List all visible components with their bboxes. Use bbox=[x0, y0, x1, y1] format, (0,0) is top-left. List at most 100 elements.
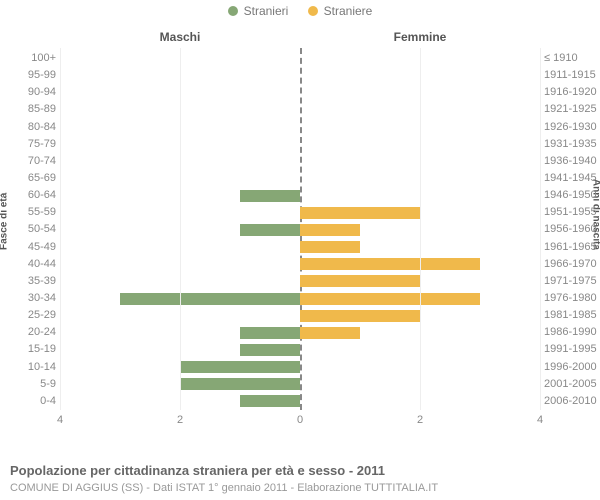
x-tick-label: 0 bbox=[297, 414, 303, 426]
y-label-birth: 1956-1960 bbox=[544, 221, 597, 238]
bar-female bbox=[300, 310, 420, 322]
x-axis: 4 2 0 2 4 bbox=[60, 410, 540, 430]
data-row bbox=[60, 187, 540, 204]
legend-item-male: Stranieri bbox=[228, 4, 289, 18]
data-row bbox=[60, 136, 540, 153]
y-label-birth: 2006-2010 bbox=[544, 393, 597, 410]
y-label-age: 45-49 bbox=[28, 239, 56, 256]
y-label-birth: 2001-2005 bbox=[544, 376, 597, 393]
bar-male bbox=[180, 361, 300, 373]
bar-female bbox=[300, 293, 480, 305]
y-label-age: 85-89 bbox=[28, 101, 56, 118]
bar-male bbox=[120, 293, 300, 305]
legend-dot-female bbox=[308, 6, 318, 16]
data-row bbox=[60, 307, 540, 324]
legend: Stranieri Straniere bbox=[0, 4, 600, 19]
y-label-age: 55-59 bbox=[28, 204, 56, 221]
legend-label-female: Straniere bbox=[324, 4, 373, 18]
data-row bbox=[60, 221, 540, 238]
y-label-birth: 1941-1945 bbox=[544, 170, 597, 187]
data-row bbox=[60, 119, 540, 136]
bar-male bbox=[240, 224, 300, 236]
y-label-birth: 1921-1925 bbox=[544, 101, 597, 118]
data-row bbox=[60, 273, 540, 290]
bar-female bbox=[300, 241, 360, 253]
y-label-birth: 1996-2000 bbox=[544, 359, 597, 376]
y-axis-title-left: Fasce di età bbox=[0, 193, 10, 250]
chart-container: Stranieri Straniere Fasce di età Anni di… bbox=[0, 0, 600, 500]
x-tick-label: 4 bbox=[537, 414, 543, 426]
y-label-birth: 1981-1985 bbox=[544, 307, 597, 324]
y-label-birth: ≤ 1910 bbox=[544, 50, 578, 67]
y-label-birth: 1971-1975 bbox=[544, 273, 597, 290]
y-label-age: 60-64 bbox=[28, 187, 56, 204]
data-row bbox=[60, 393, 540, 410]
y-label-age: 80-84 bbox=[28, 119, 56, 136]
data-row bbox=[60, 239, 540, 256]
data-row bbox=[60, 153, 540, 170]
data-row bbox=[60, 324, 540, 341]
gridline bbox=[60, 48, 61, 410]
data-row bbox=[60, 204, 540, 221]
rows-container bbox=[60, 50, 540, 410]
y-label-age: 75-79 bbox=[28, 136, 56, 153]
y-label-age: 90-94 bbox=[28, 84, 56, 101]
y-label-age: 30-34 bbox=[28, 290, 56, 307]
bar-male bbox=[240, 344, 300, 356]
y-label-birth: 1916-1920 bbox=[544, 84, 597, 101]
bar-male bbox=[180, 378, 300, 390]
footer: Popolazione per cittadinanza straniera p… bbox=[10, 463, 590, 494]
data-row bbox=[60, 84, 540, 101]
bar-male bbox=[240, 190, 300, 202]
y-label-age: 0-4 bbox=[40, 393, 56, 410]
x-tick-label: 4 bbox=[57, 414, 63, 426]
chart-title: Popolazione per cittadinanza straniera p… bbox=[10, 463, 590, 478]
column-title-female: Femmine bbox=[300, 30, 540, 44]
data-row bbox=[60, 101, 540, 118]
y-label-age: 65-69 bbox=[28, 170, 56, 187]
y-label-birth: 1966-1970 bbox=[544, 256, 597, 273]
y-label-age: 10-14 bbox=[28, 359, 56, 376]
data-row bbox=[60, 359, 540, 376]
chart-subtitle: COMUNE DI AGGIUS (SS) - Dati ISTAT 1° ge… bbox=[10, 482, 590, 494]
column-title-male: Maschi bbox=[60, 30, 300, 44]
legend-item-female: Straniere bbox=[308, 4, 373, 18]
bar-female bbox=[300, 327, 360, 339]
data-row bbox=[60, 170, 540, 187]
y-label-age: 15-19 bbox=[28, 341, 56, 358]
gridline bbox=[540, 48, 541, 410]
bar-female bbox=[300, 275, 420, 287]
bar-male bbox=[240, 327, 300, 339]
data-row bbox=[60, 256, 540, 273]
data-row bbox=[60, 376, 540, 393]
gridline bbox=[420, 48, 421, 410]
y-label-age: 50-54 bbox=[28, 221, 56, 238]
y-label-age: 70-74 bbox=[28, 153, 56, 170]
y-label-birth: 1931-1935 bbox=[544, 136, 597, 153]
bar-female bbox=[300, 224, 360, 236]
legend-label-male: Stranieri bbox=[244, 4, 289, 18]
legend-dot-male bbox=[228, 6, 238, 16]
data-row bbox=[60, 290, 540, 307]
x-tick-label: 2 bbox=[177, 414, 183, 426]
y-label-birth: 1936-1940 bbox=[544, 153, 597, 170]
y-label-birth: 1991-1995 bbox=[544, 341, 597, 358]
data-row bbox=[60, 67, 540, 84]
y-label-birth: 1961-1965 bbox=[544, 239, 597, 256]
y-label-birth: 1926-1930 bbox=[544, 119, 597, 136]
y-label-age: 20-24 bbox=[28, 324, 56, 341]
y-label-age: 5-9 bbox=[40, 376, 56, 393]
data-row bbox=[60, 50, 540, 67]
y-label-age: 25-29 bbox=[28, 307, 56, 324]
y-label-birth: 1946-1950 bbox=[544, 187, 597, 204]
y-label-birth: 1976-1980 bbox=[544, 290, 597, 307]
y-label-birth: 1986-1990 bbox=[544, 324, 597, 341]
x-tick-label: 2 bbox=[417, 414, 423, 426]
y-label-age: 35-39 bbox=[28, 273, 56, 290]
y-label-birth: 1951-1955 bbox=[544, 204, 597, 221]
bar-female bbox=[300, 207, 420, 219]
y-label-age: 40-44 bbox=[28, 256, 56, 273]
plot-area: Maschi Femmine 4 2 0 2 4 bbox=[60, 30, 540, 430]
y-label-age: 95-99 bbox=[28, 67, 56, 84]
gridline bbox=[180, 48, 181, 410]
